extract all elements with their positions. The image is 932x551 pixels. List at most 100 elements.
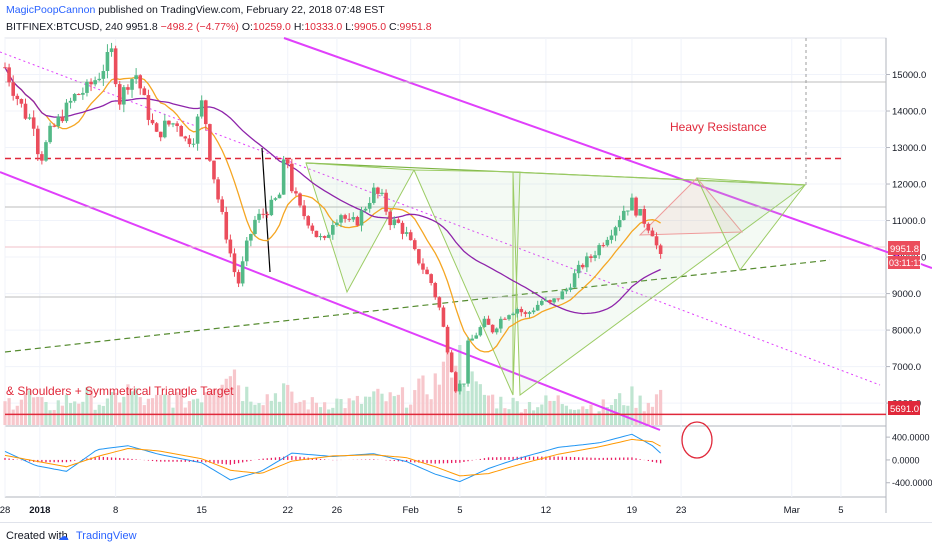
price-tick-label: 12000.0 [892,180,926,191]
volume-bar [618,393,622,425]
time-tick-label: 15 [196,505,207,516]
volume-bar [372,391,376,425]
volume-bar [249,401,253,425]
volume-bar [515,401,519,425]
candle-body [626,210,630,212]
volume-bar [159,394,163,425]
support-tag [888,401,920,415]
candle-body [244,240,249,262]
candle-body [89,81,93,85]
time-tick-label: 26 [332,505,343,516]
candle-body [224,211,229,240]
candle-body [544,300,548,302]
symbol-name[interactable]: BITFINEX:BTCUSD, 240 [6,21,123,33]
publish-text: published on TradingView.com, February 2… [98,4,385,16]
volume-bar [204,392,208,425]
volume-bar [507,409,511,425]
tradingview-logo-icon[interactable]: ☁ [58,531,69,543]
candle-body [654,236,659,246]
volume-bar [245,386,249,425]
author-link[interactable]: MagicPoopCannon [6,4,96,16]
candle-body [539,300,544,305]
volume-bar [441,361,446,425]
candle-body [142,88,147,96]
time-tick-label: 5 [838,505,843,516]
candle-body [453,372,458,392]
candle-body [15,95,20,100]
volume-bar [89,388,93,425]
volume-bar [572,409,577,425]
candle-body [11,82,15,96]
price-tick-label: 13000.0 [892,143,926,154]
volume-bar [44,401,48,425]
price-chart[interactable]: 15000.014000.013000.012000.011000.010000… [0,0,932,522]
volume-bar [64,394,69,425]
candle-body [519,308,524,313]
volume-bar [228,376,232,425]
candle-body [437,297,442,308]
volume-bar [486,395,491,425]
volume-bar [114,392,118,425]
candle-body [130,79,134,90]
volume-bar [224,378,228,425]
candle-body [294,191,298,194]
candle-body [605,239,610,246]
volume-bar [445,345,450,425]
volume-bar [626,405,630,425]
macd-highlight-circle [681,421,713,459]
countdown-label: 03:11:11 [889,258,923,268]
candle-body [601,245,606,247]
volume-bar [11,409,15,425]
volume-bar [331,407,335,425]
candle-body [93,80,97,85]
candle-body [68,100,73,103]
candle-body [580,264,585,268]
candle-body [171,123,175,125]
candle-body [27,117,32,119]
candle-body [3,67,7,69]
tradingview-link[interactable]: TradingView [76,530,137,542]
candle-body [609,235,614,240]
candle-body [134,75,138,80]
volume-bar [384,401,388,425]
price-axis: 15000.014000.013000.012000.011000.010000… [886,70,926,410]
right-shoulder-shape [512,171,807,396]
candle-body [23,103,28,119]
candle-body [298,193,302,206]
candle-body [474,335,479,339]
candle-body [126,87,130,90]
volume-bar [363,396,368,425]
candle-body [507,315,511,320]
volume-bar [155,394,159,425]
macd-signal-line [4,438,661,477]
candle-body [400,222,405,234]
candle-body [277,194,282,199]
candle-body [658,245,663,254]
volume-bar [450,377,454,425]
candle-body [257,213,261,220]
volume-bar [40,397,44,425]
candle-body [593,255,597,258]
candle-body [253,219,257,235]
price-tick-label: 8000.0 [892,326,921,337]
candle-body [72,94,77,101]
volume-bar [392,396,396,425]
candle-body [515,308,520,314]
volume-bar [470,371,474,425]
candle-body [236,272,241,284]
candle-body [634,197,638,216]
candle-body [396,219,401,223]
created-with-text: Created with [6,530,68,542]
candle-body [290,163,294,192]
candle-body [199,100,204,117]
volume-bar [265,394,269,425]
candle-body [552,298,556,303]
candle-body [81,92,85,95]
candle-body [285,159,290,164]
volume-bar [7,398,11,425]
volume-bar [36,396,40,425]
volume-bar [241,401,245,425]
price-tick-label: 11000.0 [892,216,926,227]
volume-bar [273,393,278,425]
candle-body [302,205,306,217]
